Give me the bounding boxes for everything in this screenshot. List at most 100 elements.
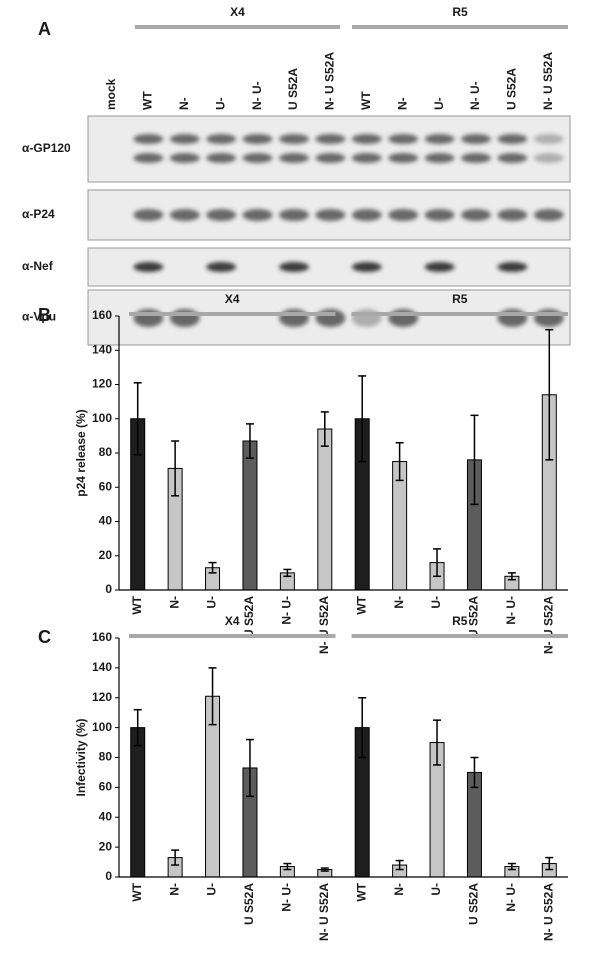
band bbox=[533, 309, 564, 327]
band bbox=[315, 309, 346, 327]
band bbox=[388, 309, 419, 327]
band bbox=[461, 153, 491, 163]
band bbox=[351, 153, 382, 163]
error-bar bbox=[507, 572, 516, 581]
group-label: R5 bbox=[452, 5, 468, 19]
error-bar bbox=[358, 375, 367, 463]
band bbox=[461, 209, 491, 221]
y-tick-label: 0 bbox=[105, 582, 112, 596]
row-label: α-GP120 bbox=[22, 141, 71, 155]
lane-label: N- bbox=[177, 97, 191, 110]
error-bar bbox=[245, 738, 254, 798]
band bbox=[424, 262, 455, 272]
band bbox=[424, 209, 455, 221]
lane-label: N- bbox=[395, 97, 409, 110]
error-bar bbox=[395, 859, 404, 871]
band bbox=[279, 134, 309, 144]
x-tick-label: U S52A bbox=[242, 883, 256, 925]
x-tick-label: N- bbox=[392, 883, 406, 896]
bar bbox=[130, 727, 146, 878]
lane-label: U- bbox=[432, 97, 446, 110]
band bbox=[533, 209, 564, 221]
error-bar bbox=[133, 708, 142, 747]
error-bar bbox=[433, 548, 442, 578]
x-tick-label: WT bbox=[354, 882, 368, 901]
error-bar bbox=[358, 697, 367, 759]
bar bbox=[242, 440, 258, 591]
error-bar bbox=[545, 856, 554, 871]
lane-label: U- bbox=[213, 97, 227, 110]
band bbox=[206, 153, 237, 163]
lane-label: N- U- bbox=[250, 81, 264, 110]
band bbox=[388, 153, 419, 163]
lane-label: WT bbox=[359, 91, 373, 110]
error-bar bbox=[283, 568, 292, 578]
band bbox=[461, 134, 491, 144]
group-label: X4 bbox=[225, 292, 240, 306]
error-bar bbox=[470, 756, 479, 789]
x-tick-label: U- bbox=[205, 883, 219, 896]
x-tick-label: N- bbox=[167, 883, 181, 896]
row-label: α-P24 bbox=[22, 207, 55, 221]
band bbox=[497, 209, 528, 221]
error-bar bbox=[171, 849, 180, 866]
blot-box bbox=[87, 247, 571, 287]
x-tick-label: U- bbox=[205, 596, 219, 609]
band bbox=[315, 134, 346, 144]
lane-label: N- U S52A bbox=[323, 52, 337, 110]
y-tick-label: 40 bbox=[99, 514, 113, 528]
y-axis-label: p24 release (%) bbox=[74, 409, 88, 496]
x-tick-label: U S52A bbox=[467, 596, 481, 638]
error-bar bbox=[507, 862, 516, 871]
band bbox=[351, 209, 382, 221]
error-bar bbox=[171, 440, 180, 497]
band bbox=[533, 153, 564, 163]
x-tick-label: N- U S52A bbox=[541, 596, 555, 654]
band bbox=[133, 262, 164, 272]
x-tick-label: U S52A bbox=[242, 596, 256, 638]
band bbox=[351, 309, 382, 327]
error-bar bbox=[395, 441, 404, 482]
error-bar bbox=[283, 862, 292, 871]
error-bar bbox=[545, 328, 554, 461]
y-tick-label: 120 bbox=[92, 690, 112, 704]
error-bar bbox=[320, 411, 329, 447]
x-tick-label: N- U S52A bbox=[317, 596, 331, 654]
band bbox=[315, 153, 346, 163]
band bbox=[169, 209, 200, 221]
x-tick-label: WT bbox=[130, 882, 144, 901]
x-tick-label: U- bbox=[429, 883, 443, 896]
y-tick-label: 40 bbox=[99, 809, 113, 823]
band bbox=[169, 309, 200, 327]
band bbox=[242, 209, 273, 221]
lane-label: U S52A bbox=[286, 68, 300, 110]
lane-label: mock bbox=[104, 78, 118, 110]
group-label: R5 bbox=[452, 292, 468, 306]
band bbox=[424, 153, 455, 163]
band bbox=[351, 134, 382, 144]
band bbox=[206, 262, 237, 272]
band bbox=[424, 134, 455, 144]
band bbox=[169, 153, 200, 163]
y-tick-label: 100 bbox=[92, 411, 112, 425]
band bbox=[497, 134, 528, 144]
group-label: X4 bbox=[230, 5, 245, 19]
band bbox=[133, 134, 164, 144]
error-bar bbox=[320, 867, 329, 872]
band bbox=[169, 134, 200, 144]
y-tick-label: 160 bbox=[92, 308, 112, 322]
x-tick-label: N- bbox=[392, 596, 406, 609]
blot-box bbox=[87, 115, 571, 183]
panel-label: A bbox=[38, 19, 51, 39]
y-tick-label: 80 bbox=[99, 445, 113, 459]
lane-label: WT bbox=[141, 91, 155, 110]
y-tick-label: 0 bbox=[105, 869, 112, 883]
error-bar bbox=[470, 414, 479, 506]
y-tick-label: 140 bbox=[92, 660, 112, 674]
band bbox=[279, 209, 309, 221]
band bbox=[351, 262, 382, 272]
band bbox=[133, 153, 164, 163]
band bbox=[388, 209, 419, 221]
y-tick-label: 80 bbox=[99, 750, 113, 764]
error-bar bbox=[208, 561, 217, 574]
